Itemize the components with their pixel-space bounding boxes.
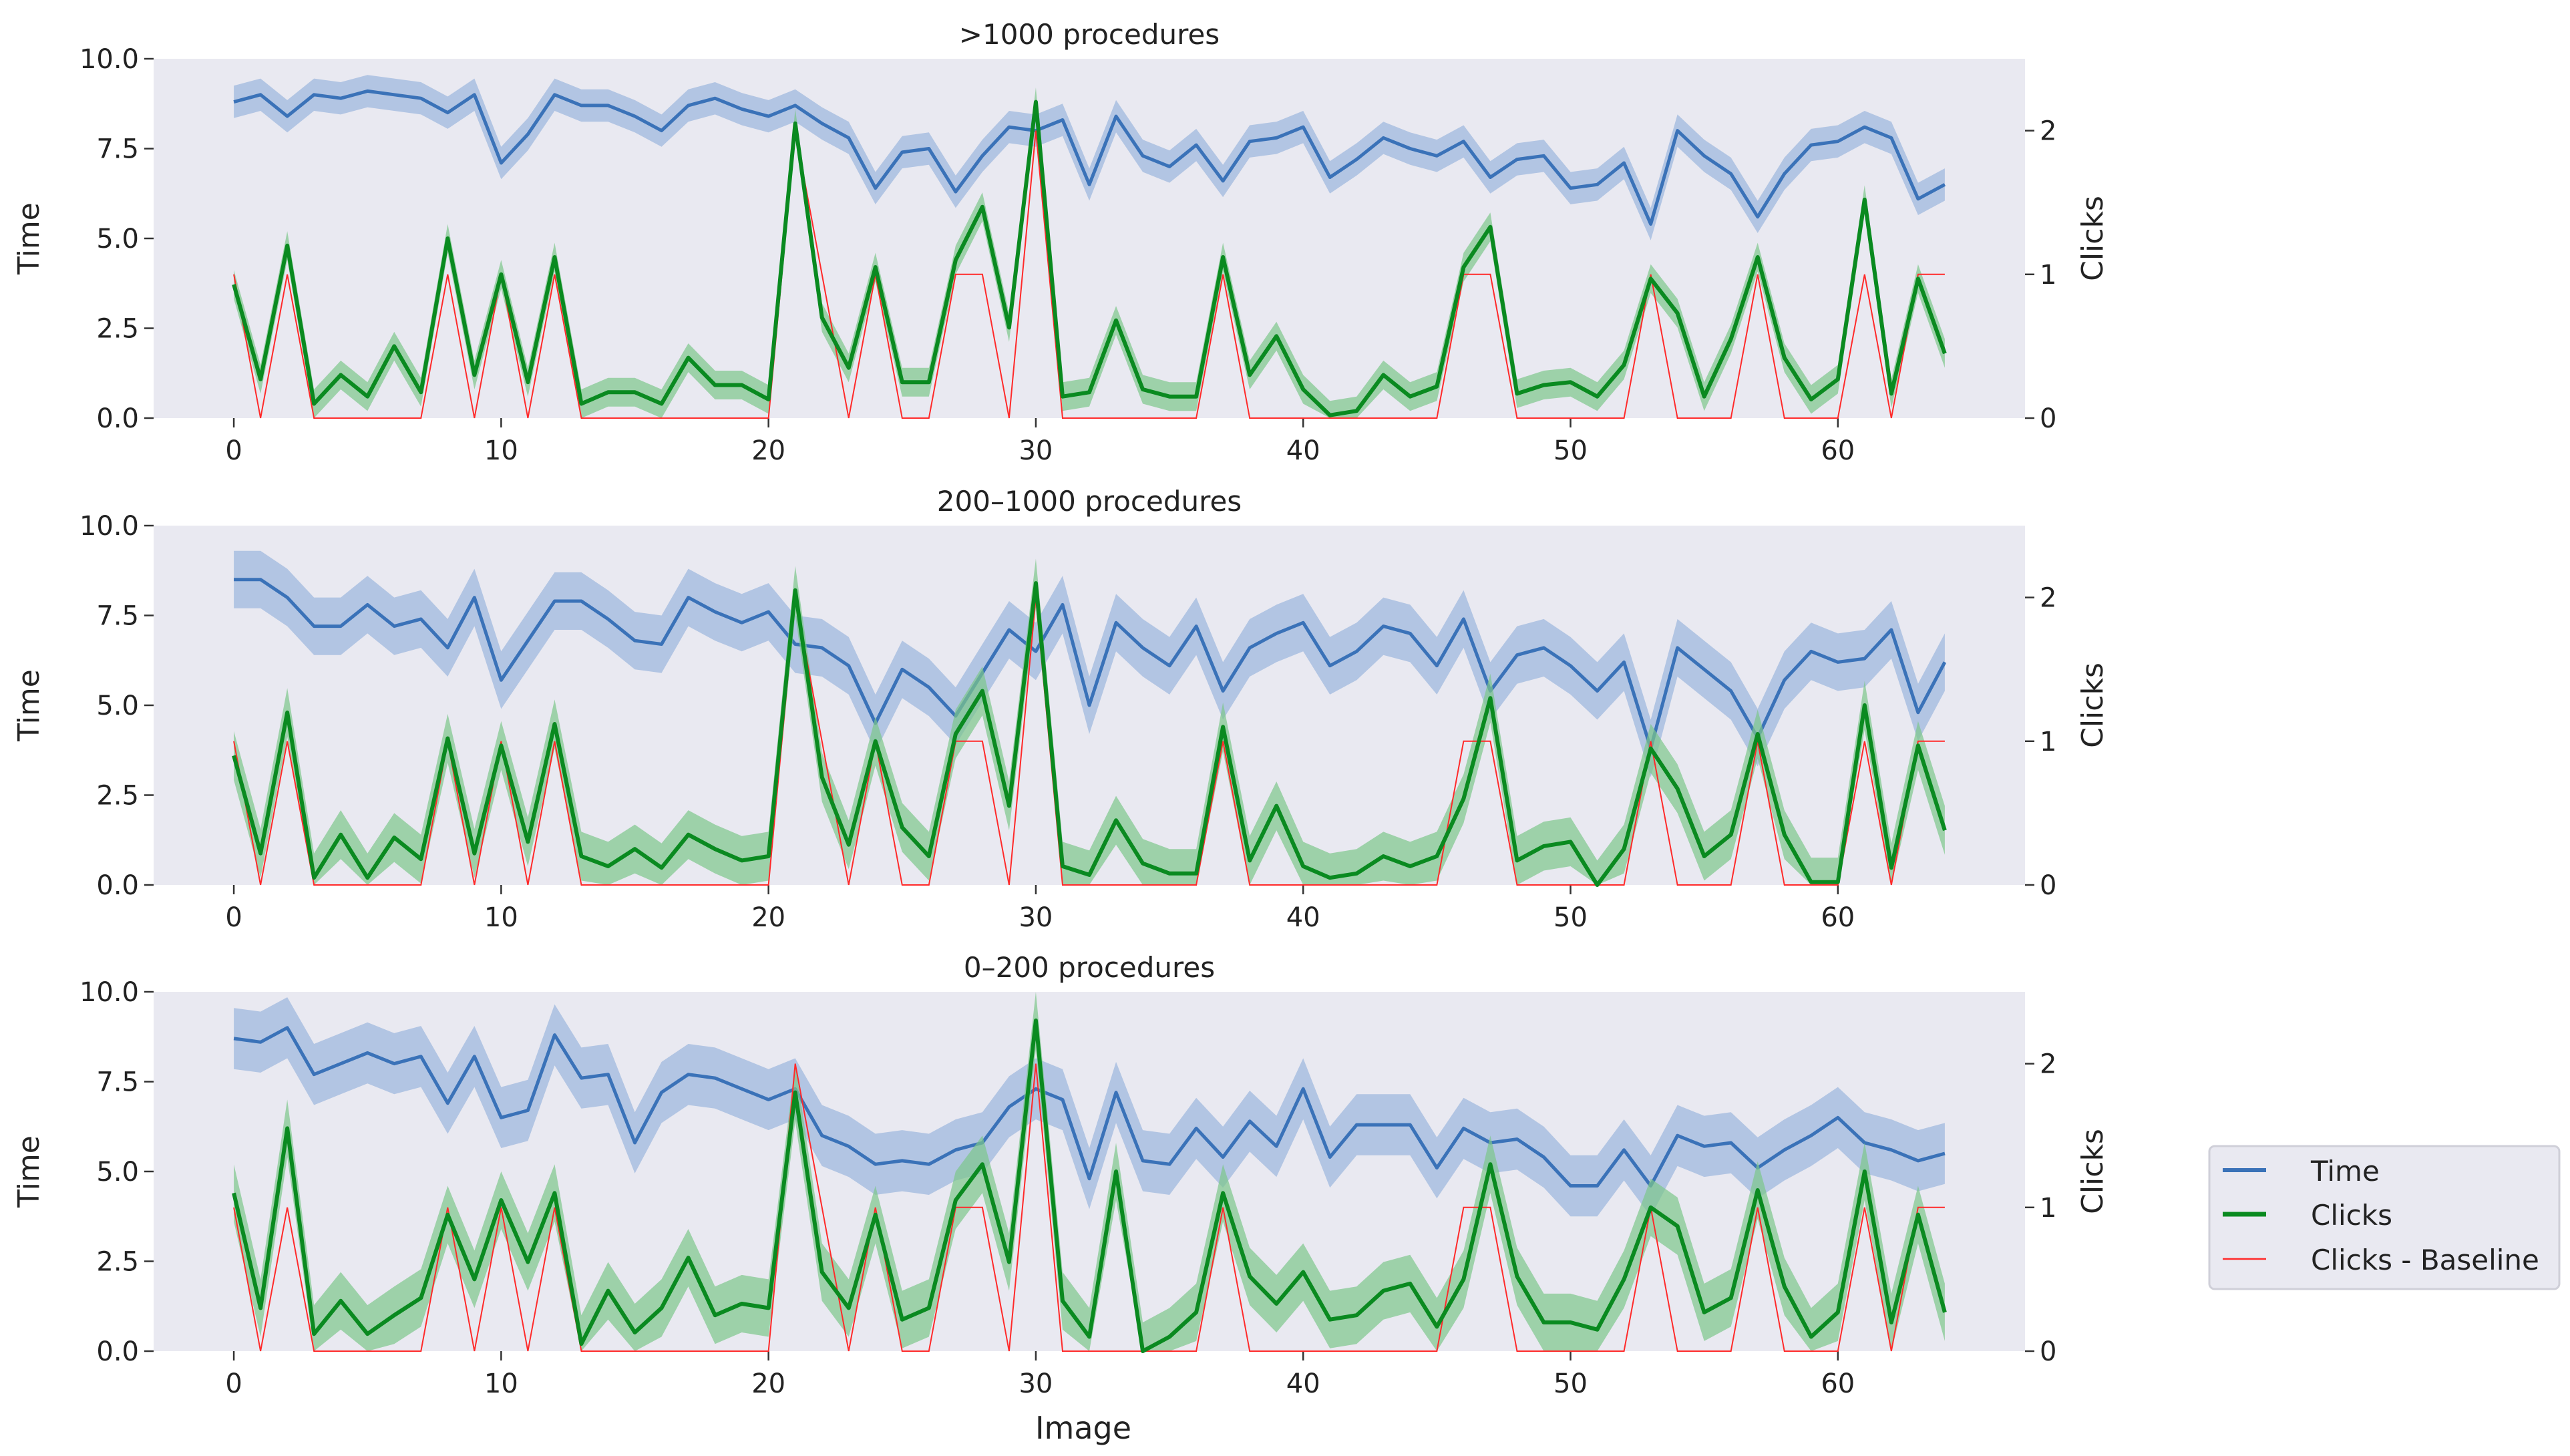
y-right-tick-label: 2 <box>2040 116 2056 147</box>
plot-background <box>154 59 2025 418</box>
y-left-tick-label: 2.5 <box>96 781 139 811</box>
y-left-tick-label: 7.5 <box>96 134 139 165</box>
x-tick-label: 40 <box>1286 1369 1320 1399</box>
time-confidence-band <box>234 75 1945 240</box>
x-tick-label: 30 <box>1019 435 1053 466</box>
x-tick-label: 0 <box>225 435 242 466</box>
time-confidence-band <box>234 550 1945 777</box>
y-left-axis-label: Time <box>12 669 46 742</box>
y-left-tick-label: 2.5 <box>96 314 139 345</box>
x-tick-label: 50 <box>1553 435 1588 466</box>
x-tick-label: 60 <box>1821 902 1855 933</box>
y-left-tick-label: 5.0 <box>96 691 139 721</box>
time-series-line <box>233 89 1946 226</box>
y-right-tick-label: 2 <box>2040 1049 2056 1080</box>
clicks-baseline-line <box>233 597 1945 886</box>
x-tick-label: 30 <box>1019 902 1053 933</box>
y-left-tick-label: 10.0 <box>79 44 139 75</box>
clicks-baseline-line <box>233 130 1945 419</box>
y-right-tick-label: 2 <box>2040 583 2056 614</box>
y-left-tick-label: 0.0 <box>96 1336 139 1367</box>
x-tick-label: 50 <box>1553 902 1588 933</box>
x-tick-label: 20 <box>751 1369 785 1399</box>
time-series-line <box>234 578 1947 751</box>
y-left-tick-label: 7.5 <box>96 1067 139 1098</box>
y-right-tick-label: 1 <box>2040 260 2056 291</box>
x-tick-label: 0 <box>225 902 242 933</box>
y-left-axis-label: Time <box>12 1135 46 1208</box>
y-left-tick-label: 5.0 <box>96 224 139 254</box>
x-tick-label: 10 <box>484 435 518 466</box>
y-right-tick-label: 0 <box>2040 403 2056 434</box>
y-right-axis-label: Clicks <box>2076 663 2110 748</box>
time-series-line <box>233 1026 1946 1188</box>
x-tick-label: 50 <box>1553 1369 1588 1399</box>
y-right-tick-label: 0 <box>2040 1336 2056 1367</box>
clicks-confidence-band <box>234 558 1945 885</box>
clicks-baseline-line <box>233 1063 1945 1352</box>
x-tick-label: 40 <box>1286 435 1320 466</box>
y-left-tick-label: 10.0 <box>79 511 139 542</box>
y-right-tick-label: 1 <box>2040 727 2056 757</box>
panel-title: >1000 procedures <box>959 18 1220 51</box>
legend: Time Clicks Clicks - Baseline <box>2208 1145 2561 1290</box>
x-axis-label: Image <box>1035 1410 1131 1446</box>
x-tick-label: 20 <box>751 902 785 933</box>
y-right-tick-label: 0 <box>2040 870 2056 901</box>
y-left-axis-label: Time <box>12 202 46 275</box>
y-left-tick-label: 5.0 <box>96 1157 139 1188</box>
time-confidence-band <box>234 997 1945 1217</box>
x-tick-label: 20 <box>751 435 785 466</box>
x-tick-label: 10 <box>484 1369 518 1399</box>
clicks-series-line <box>232 100 1947 417</box>
x-tick-label: 60 <box>1821 435 1855 466</box>
y-left-tick-label: 0.0 <box>96 870 139 901</box>
clicks-series-line <box>232 1019 1947 1353</box>
y-left-tick-label: 0.0 <box>96 403 139 434</box>
clicks-series-line <box>232 581 1947 887</box>
x-tick-label: 60 <box>1821 1369 1855 1399</box>
y-right-tick-label: 1 <box>2040 1193 2056 1224</box>
y-left-tick-label: 2.5 <box>96 1247 139 1278</box>
legend-frame <box>2208 1145 2561 1290</box>
y-left-tick-label: 10.0 <box>79 977 139 1008</box>
legend-baseline-label: Clicks - Baseline <box>2311 1244 2539 1276</box>
x-tick-label: 0 <box>225 1369 242 1399</box>
y-right-axis-label: Clicks <box>2076 1129 2110 1214</box>
panel-title: 0–200 procedures <box>964 951 1215 984</box>
panel-title: 200–1000 procedures <box>937 485 1242 518</box>
legend-time-label: Time <box>2310 1155 2380 1188</box>
x-tick-label: 40 <box>1286 902 1320 933</box>
clicks-confidence-band <box>234 992 1945 1351</box>
y-right-axis-label: Clicks <box>2076 196 2110 281</box>
y-left-tick-label: 7.5 <box>96 601 139 632</box>
legend-clicks-label: Clicks <box>2311 1199 2392 1232</box>
x-tick-label: 30 <box>1019 1369 1053 1399</box>
x-tick-label: 10 <box>484 902 518 933</box>
